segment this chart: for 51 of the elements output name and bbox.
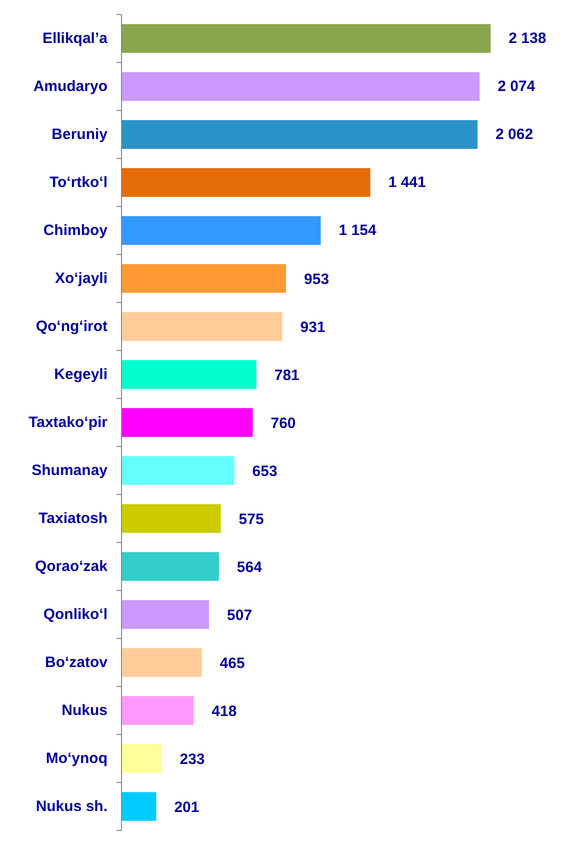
bar (122, 168, 370, 197)
y-tick-label: Qorao‘zak (34, 558, 108, 575)
bar (122, 360, 256, 389)
data-label: 653 (252, 463, 278, 480)
data-label: 575 (238, 511, 264, 528)
data-label: 507 (227, 607, 252, 624)
y-tick-label: Kegeyli (54, 366, 108, 383)
y-tick-label: Taxiatosh (38, 510, 108, 527)
y-tick-label: Beruniy (52, 126, 108, 143)
bar (122, 72, 480, 101)
bar (122, 504, 221, 533)
bar (122, 216, 321, 245)
y-tick-label: Nukus sh. (36, 798, 108, 815)
data-label: 931 (300, 319, 326, 336)
bar (122, 120, 478, 149)
y-tick-label: Shumanay (32, 462, 108, 479)
bar (122, 408, 253, 437)
data-label: 564 (236, 559, 263, 576)
data-label: 1 441 (388, 174, 426, 191)
y-tick-label: Qonliko‘l (43, 606, 108, 623)
y-tick-label: Taxtako‘pir (28, 414, 108, 431)
data-label: 2 138 (508, 30, 546, 47)
data-label: 201 (174, 799, 200, 816)
data-label: 233 (180, 751, 205, 768)
y-tick-label: Nukus (62, 702, 108, 719)
y-tick-label: To‘rtko‘l (49, 174, 108, 191)
bar (122, 456, 234, 485)
bar (122, 600, 210, 629)
bar (122, 552, 219, 581)
bar (122, 264, 286, 293)
bar (122, 648, 202, 677)
bar (122, 792, 156, 821)
data-label: 760 (270, 415, 296, 432)
data-label: 1 154 (338, 222, 377, 239)
data-label: 781 (274, 367, 300, 384)
data-label: 953 (304, 271, 330, 288)
y-tick-label: Mo‘ynoq (46, 750, 108, 767)
y-tick-label: Ellikqal’a (42, 30, 108, 47)
data-label: 418 (212, 703, 237, 720)
data-label: 2 074 (498, 78, 536, 95)
y-tick-label: Qo‘ng‘irot (36, 318, 108, 335)
data-label: 2 062 (496, 126, 534, 143)
bar (122, 744, 162, 773)
y-tick-label: Bo‘zatov (44, 654, 108, 671)
data-label: 465 (220, 655, 245, 672)
bar (122, 312, 282, 341)
bar (122, 696, 194, 725)
y-tick-label: Chimboy (43, 222, 108, 239)
y-tick-label: Amudaryo (33, 78, 108, 95)
y-tick-label: Xo‘jayli (54, 270, 108, 287)
bar (122, 24, 491, 53)
